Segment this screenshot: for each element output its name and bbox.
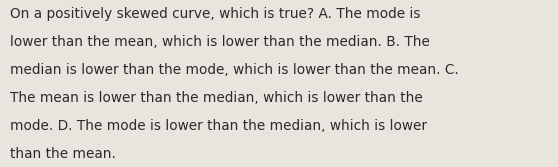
- Text: median is lower than the mode, which is lower than the mean. C.: median is lower than the mode, which is …: [10, 63, 459, 77]
- Text: The mean is lower than the median, which is lower than the: The mean is lower than the median, which…: [10, 91, 423, 105]
- Text: On a positively skewed curve, which is true? A. The mode is: On a positively skewed curve, which is t…: [10, 7, 421, 21]
- Text: than the mean.: than the mean.: [10, 147, 116, 161]
- Text: mode. D. The mode is lower than the median, which is lower: mode. D. The mode is lower than the medi…: [10, 119, 427, 133]
- Text: lower than the mean, which is lower than the median. B. The: lower than the mean, which is lower than…: [10, 35, 430, 49]
